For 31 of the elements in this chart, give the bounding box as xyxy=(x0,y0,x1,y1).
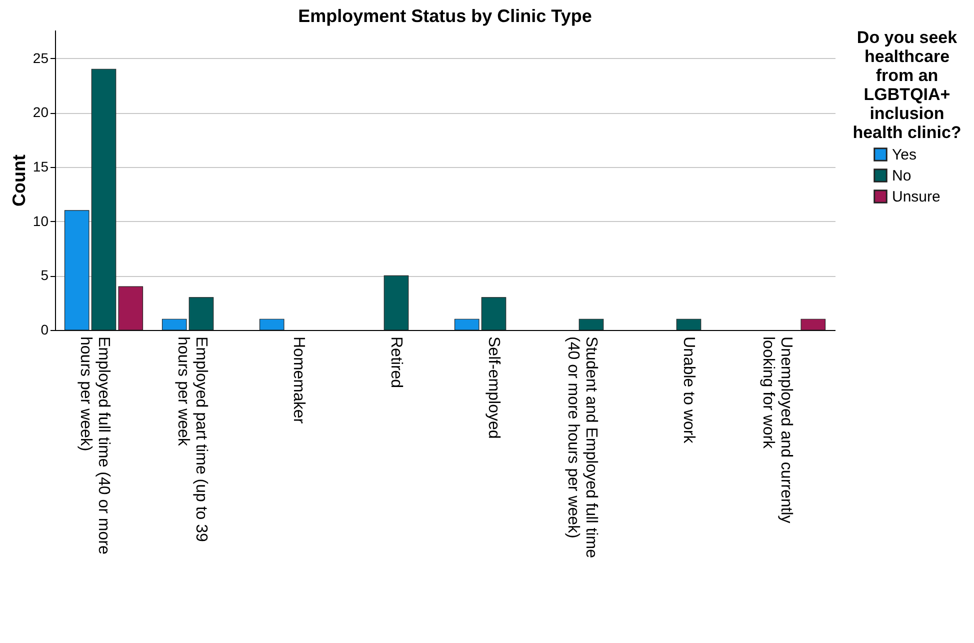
legend-label: Unsure xyxy=(892,188,940,206)
y-tick-label: 10 xyxy=(32,212,49,229)
y-tick-label: 25 xyxy=(32,50,49,66)
bar xyxy=(162,318,187,330)
y-axis-title: Count xyxy=(8,154,29,206)
bar xyxy=(481,297,506,330)
bar xyxy=(454,318,480,330)
bar xyxy=(800,318,826,330)
y-tick-label: 20 xyxy=(32,104,49,120)
x-tick-label: Unable to work xyxy=(680,336,697,444)
legend-label: No xyxy=(892,168,912,184)
legend-title: Do you seek healthcare from an LGBTQIA+ inclusion health clinic? xyxy=(852,28,962,142)
x-tick-label: Employed full time (40 or more hours per week) xyxy=(76,336,112,554)
bar xyxy=(91,68,116,330)
bar xyxy=(118,286,144,330)
x-tick-label: Unemployed and currently looking for work xyxy=(759,336,794,524)
y-tick-label: 15 xyxy=(32,158,49,174)
x-tick-label: Retired xyxy=(387,336,404,388)
x-tick-label: Homemaker xyxy=(290,336,307,424)
chart-title: Employment Status by Clinic Type xyxy=(298,6,592,26)
x-tick-label: Self-employed xyxy=(484,336,502,439)
y-tick-label: 0 xyxy=(40,322,49,338)
bar xyxy=(64,210,90,330)
legend-label: Yes xyxy=(892,146,916,164)
bar xyxy=(676,318,702,330)
x-tick-label: Student and Employed full time (40 or more hours per week) xyxy=(564,336,600,558)
bar xyxy=(578,318,604,330)
y-tick-label: 5 xyxy=(40,267,49,284)
bar xyxy=(188,297,214,330)
bar xyxy=(384,275,409,330)
bar xyxy=(259,318,284,330)
